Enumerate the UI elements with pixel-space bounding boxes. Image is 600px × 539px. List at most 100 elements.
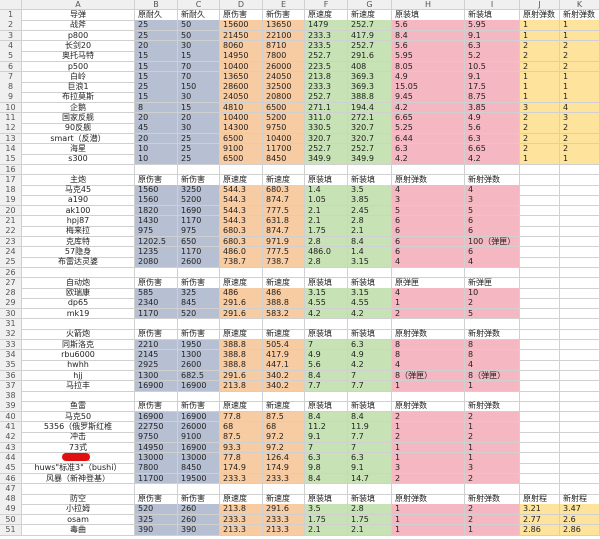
row-number: 16: [0, 164, 22, 176]
cell: 4: [392, 257, 465, 268]
column-header: G: [348, 0, 392, 10]
cell: 6.65: [465, 143, 520, 155]
cell: 320.7: [348, 123, 392, 135]
cell: 新装填: [348, 401, 392, 413]
cell: [560, 452, 600, 464]
cell: 320.7: [305, 133, 348, 145]
cell: 680.3: [263, 185, 305, 196]
cell: 252.7: [305, 51, 348, 62]
cell: 15: [178, 51, 220, 62]
cell: 新装填: [465, 10, 520, 21]
cell: [520, 432, 560, 444]
cell: 新速度: [263, 329, 305, 341]
row-number: 36: [0, 370, 22, 382]
cell: 2.86: [560, 525, 600, 536]
cell: 原伤害: [135, 329, 178, 341]
cell: [520, 329, 560, 341]
cell: 3.15: [348, 288, 392, 299]
cell: 17.5: [465, 82, 520, 93]
cell: 2: [392, 432, 465, 444]
cell: 新耐久: [178, 10, 220, 21]
cell: 631.8: [263, 216, 305, 227]
cell: [465, 391, 520, 402]
row-number: 50: [0, 514, 22, 526]
cell: 8.4: [305, 411, 348, 423]
cell: 2: [520, 133, 560, 145]
cell: [560, 195, 600, 207]
cell: 505.4: [263, 339, 305, 351]
row-number: 1: [0, 10, 22, 21]
cell: 1: [465, 422, 520, 433]
cell: [305, 391, 348, 402]
cell: 233.3: [305, 30, 348, 42]
cell: [465, 164, 520, 176]
row-number: 24: [0, 246, 22, 258]
cell: [560, 329, 600, 341]
cell: [560, 339, 600, 351]
cell: 奥托马特: [22, 51, 135, 62]
cell: 2600: [178, 257, 220, 268]
column-header: E: [263, 0, 305, 10]
cell: 原伤害: [135, 174, 178, 186]
column-header: D: [220, 0, 263, 10]
cell: 巨浪1: [22, 82, 135, 93]
cell: 4.55: [348, 298, 392, 310]
cell: 486: [220, 288, 263, 299]
cell: 1: [465, 452, 520, 464]
cell: 291.6: [220, 370, 263, 382]
cell: 1202.5: [135, 236, 178, 248]
cell: 新装填: [348, 277, 392, 289]
cell: [520, 319, 560, 330]
cell: 70: [178, 61, 220, 73]
cell: 369.3: [348, 71, 392, 83]
cell: 16900: [135, 380, 178, 392]
cell: 11700: [263, 143, 305, 155]
cell: 32500: [263, 82, 305, 93]
cell: 8: [135, 102, 178, 114]
cell: 388.8: [220, 360, 263, 371]
cell: 777.5: [263, 246, 305, 258]
cell: 布拉莫斯: [22, 92, 135, 104]
cell: 海星: [22, 143, 135, 155]
cell: 14950: [135, 442, 178, 454]
cell: 4810: [220, 102, 263, 114]
cell: [305, 164, 348, 176]
cell: 150: [178, 82, 220, 93]
cell: 1: [520, 92, 560, 104]
cell: 8.4: [305, 370, 348, 382]
cell: 6500: [220, 133, 263, 145]
cell: [560, 422, 600, 433]
cell: 2: [560, 133, 600, 145]
cell: 585: [135, 288, 178, 299]
cell: 311.0: [305, 113, 348, 124]
cell: [560, 473, 600, 485]
cell: [178, 319, 220, 330]
cell: 6: [392, 246, 465, 258]
cell: 1.4: [305, 185, 348, 196]
row-number: 51: [0, 525, 22, 536]
cell: 2.8: [305, 236, 348, 248]
cell: 9750: [263, 123, 305, 135]
cell: [520, 164, 560, 176]
cell: 1560: [135, 185, 178, 196]
cell: [22, 319, 135, 330]
cell: [520, 298, 560, 310]
cell: 长剑20: [22, 40, 135, 52]
cell: 520: [135, 504, 178, 516]
cell: 25: [135, 30, 178, 42]
cell: 战斧: [22, 20, 135, 32]
cell: 2: [520, 113, 560, 124]
cell: 6.65: [392, 113, 465, 124]
cell: 2340: [135, 298, 178, 310]
cell: 14.7: [348, 473, 392, 485]
cell: 3.47: [560, 504, 600, 516]
cell: [560, 288, 600, 299]
cell: 梅来拉: [22, 226, 135, 238]
cell: 2: [560, 123, 600, 135]
cell: 7.7: [305, 380, 348, 392]
cell: 1: [520, 71, 560, 83]
cell: hpj87: [22, 216, 135, 227]
cell: 新速度: [263, 174, 305, 186]
cell: 7.7: [348, 432, 392, 444]
cell: [178, 267, 220, 279]
